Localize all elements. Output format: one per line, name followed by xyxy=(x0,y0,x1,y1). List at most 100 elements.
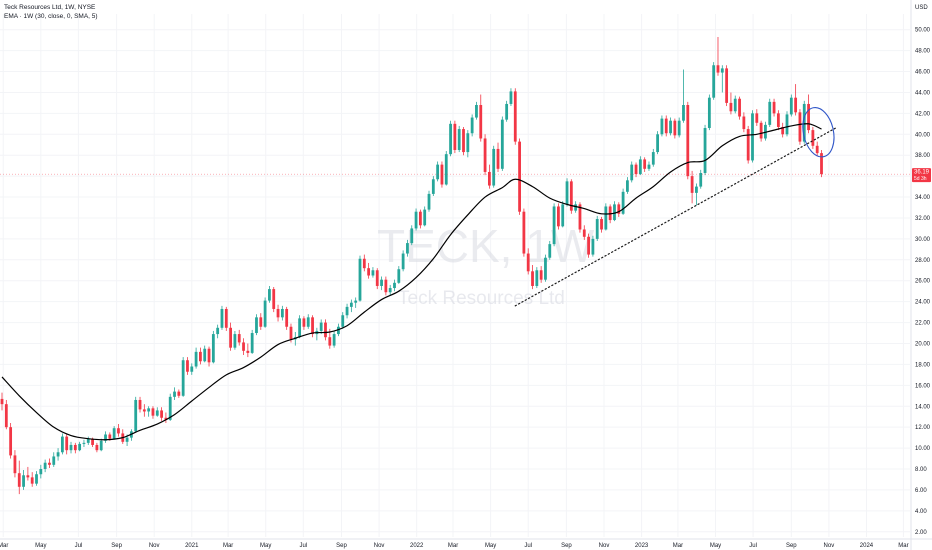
price-axis-label: 24.00 xyxy=(915,300,931,306)
candle xyxy=(229,322,232,351)
time-axis-label: May xyxy=(260,543,271,549)
candle xyxy=(487,164,491,189)
candle-body xyxy=(703,128,707,173)
candle xyxy=(104,431,107,443)
candle-body xyxy=(673,120,677,136)
candle-body xyxy=(582,229,586,237)
candle xyxy=(142,404,146,417)
price-axis-label: 32.00 xyxy=(915,216,931,222)
candle xyxy=(591,235,595,257)
candle xyxy=(423,206,427,227)
drawings[interactable] xyxy=(514,105,838,307)
candle-body xyxy=(565,181,569,205)
candle-body xyxy=(242,342,245,351)
candle xyxy=(751,110,754,163)
candle-body xyxy=(233,334,237,348)
candle-body xyxy=(410,228,414,244)
candle-body xyxy=(720,68,724,73)
candle xyxy=(160,407,163,421)
candle xyxy=(35,471,38,486)
candle-body xyxy=(591,238,595,255)
candle-body xyxy=(764,124,767,139)
candle xyxy=(535,267,539,289)
candle-body xyxy=(401,253,405,270)
candle-body xyxy=(716,65,720,73)
candle xyxy=(742,112,746,133)
candle xyxy=(410,225,414,246)
candle-body xyxy=(375,270,379,286)
candle-body xyxy=(95,444,99,451)
candle xyxy=(595,215,599,241)
candle xyxy=(634,162,638,178)
time-axis-label: Jul xyxy=(749,543,757,549)
candle xyxy=(349,299,353,313)
candle-body xyxy=(440,164,444,185)
candle xyxy=(565,178,569,207)
candle xyxy=(177,389,181,398)
candle xyxy=(78,441,82,452)
price-axis-label: 12.00 xyxy=(915,425,931,431)
last-price-box xyxy=(912,168,931,183)
candle xyxy=(99,438,103,452)
time-axis-label: Nov xyxy=(824,543,835,549)
candle-body xyxy=(371,270,375,276)
candle xyxy=(375,268,379,290)
time-axis-label: Jul xyxy=(524,543,532,549)
candle-body xyxy=(436,164,440,180)
candle xyxy=(544,254,547,282)
candle-body xyxy=(513,91,517,142)
candle xyxy=(315,327,319,341)
watermark-symbol: TECK, 1W xyxy=(377,220,595,272)
candle xyxy=(647,161,651,171)
time-axis-label: 2022 xyxy=(410,543,424,549)
candle-body xyxy=(518,141,521,212)
candle-body xyxy=(108,434,112,439)
candle-body xyxy=(319,322,323,331)
candle-body xyxy=(117,428,120,434)
candle-body xyxy=(712,65,716,98)
time-axis-label: Sep xyxy=(111,543,122,549)
candle xyxy=(720,65,724,93)
price-axis-label: 2.00 xyxy=(915,530,927,536)
symbol-title[interactable]: Teck Resources Ltd, 1W, NYSE xyxy=(4,4,96,11)
candle-body xyxy=(229,327,232,348)
candle xyxy=(453,120,457,154)
price-axis-label: 20.00 xyxy=(915,341,931,347)
candle-body xyxy=(203,348,207,362)
candle-body xyxy=(354,300,358,303)
candle-body xyxy=(548,244,552,258)
candle-body xyxy=(544,257,547,280)
candle xyxy=(557,203,560,230)
candle xyxy=(341,312,345,329)
candle xyxy=(729,92,733,115)
price-axis-label: 18.00 xyxy=(915,362,931,368)
candle-body xyxy=(483,138,487,172)
time-axis[interactable]: Mar May Jul Sep Nov 2021 Mar May Jul Sep Nov 2022 Ma… xyxy=(0,543,909,549)
candle-body xyxy=(155,410,159,416)
time-axis-label: May xyxy=(710,543,721,549)
candle-body xyxy=(164,417,168,420)
candle xyxy=(224,306,228,331)
candle xyxy=(4,399,8,430)
candle xyxy=(656,131,660,155)
candle-body xyxy=(630,164,634,181)
indicator-legend[interactable]: EMA · 1W (30, close, 0, SMA, 5) xyxy=(4,13,98,20)
candle xyxy=(246,343,250,358)
candle-body xyxy=(328,337,332,346)
candle-body xyxy=(733,98,737,112)
candle xyxy=(638,156,642,176)
candle xyxy=(815,141,819,157)
candle-body xyxy=(35,474,38,484)
candle xyxy=(237,329,241,346)
candle-body xyxy=(160,410,163,418)
candle xyxy=(268,285,271,303)
candle-body xyxy=(751,113,754,161)
candle-body xyxy=(268,289,271,301)
price-axis[interactable]: USD 50.00 48.00 46.00 44.00 42.00 40.00 38.00 3… xyxy=(915,5,931,536)
candle xyxy=(367,262,371,279)
candle xyxy=(302,316,306,330)
price-axis-label: 14.00 xyxy=(915,404,931,410)
candle xyxy=(255,314,258,336)
